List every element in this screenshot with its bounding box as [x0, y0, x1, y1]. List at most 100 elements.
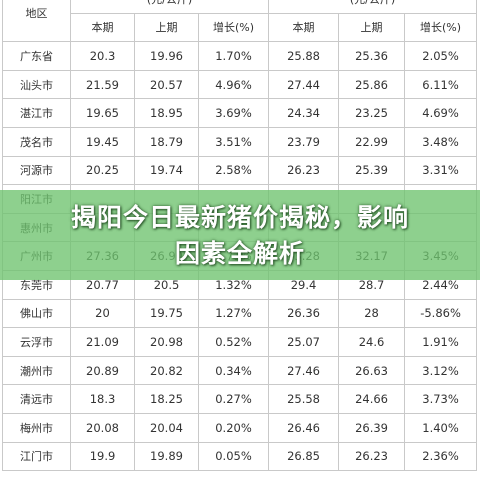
unit-header-left: (元/公斤): [69, 0, 270, 14]
table-cell: 18.79: [134, 126, 199, 157]
table-row: 佛山市 20 19.75 1.27% 26.36 28 -5.86%: [2, 298, 478, 329]
table-cell: 27.44: [268, 69, 340, 100]
table-cell: 26.46: [268, 412, 340, 443]
region-name: 潮州市: [2, 355, 71, 386]
table-cell: 26.36: [268, 298, 340, 329]
header-row-period: 本期 上期 增长(%) 本期 上期 增长(%): [3, 12, 478, 43]
table-cell: 20.25: [70, 155, 135, 186]
table-cell: 21.59: [70, 69, 135, 100]
table-cell: 26.39: [338, 412, 406, 443]
table-row: 梅州市 20.08 20.04 0.20% 26.46 26.39 1.40%: [2, 412, 478, 443]
table-row: 汕头市 21.59 20.57 4.96% 27.44 25.86 6.11%: [2, 69, 478, 100]
table-row: 广东省 20.3 19.96 1.70% 25.88 25.36 2.05%: [2, 41, 478, 71]
table-cell: 18.25: [134, 384, 199, 414]
unit-header-right: (元/公斤): [268, 0, 478, 14]
table-cell: 2.36%: [404, 441, 478, 472]
table-cell: 4.69%: [404, 98, 478, 128]
table-cell: 20.08: [70, 412, 135, 443]
article-title-line-1: 揭阳今日最新猪价揭秘，影响: [70, 203, 409, 232]
table-cell: 1.70%: [197, 41, 270, 71]
region-name: 茂名市: [2, 126, 71, 157]
table-cell: 20.98: [134, 327, 199, 357]
table-cell: 0.27%: [197, 384, 270, 414]
subheader-growth-1: 增长(%): [197, 12, 270, 43]
table-cell: 20: [70, 298, 135, 329]
table-cell: 4.96%: [197, 69, 270, 100]
table-row: 云浮市 21.09 20.98 0.52% 25.07 24.6 1.91%: [2, 327, 478, 357]
table-cell: 23.25: [338, 98, 406, 128]
table-cell: 1.27%: [197, 298, 270, 329]
table-cell: 23.79: [268, 126, 340, 157]
subheader-previous-1: 上期: [134, 12, 199, 43]
header-row-unit: 地区 (元/公斤) (元/公斤): [2, 0, 478, 43]
region-name: 湛江市: [2, 98, 71, 128]
table-cell: 3.69%: [197, 98, 270, 128]
table-cell: -5.86%: [404, 298, 478, 329]
table-cell: 0.05%: [197, 441, 270, 472]
table-row: 清远市 18.3 18.25 0.27% 25.58 24.66 3.73%: [2, 384, 478, 414]
table-cell: 26.85: [268, 441, 340, 472]
article-title-line-2: 因素全解析: [174, 239, 305, 268]
region-name: 河源市: [2, 155, 71, 186]
table-cell: 27.46: [268, 355, 340, 386]
table-row: 茂名市 19.45 18.79 3.51% 23.79 22.99 3.48%: [2, 126, 478, 157]
table-cell: 18.3: [70, 384, 135, 414]
article-title: 揭阳今日最新猪价揭秘，影响 因素全解析: [0, 200, 480, 272]
table-cell: 3.12%: [404, 355, 478, 386]
table-cell: 22.99: [338, 126, 406, 157]
table-cell: 19.65: [70, 98, 135, 128]
table-cell: 6.11%: [404, 69, 478, 100]
table-cell: 25.39: [338, 155, 406, 186]
table-cell: 26.63: [338, 355, 406, 386]
subheader-current-1: 本期: [70, 12, 135, 43]
table-cell: 2.58%: [197, 155, 270, 186]
table-cell: 19.9: [70, 441, 135, 472]
table-cell: 20.82: [134, 355, 199, 386]
table-cell: 18.95: [134, 98, 199, 128]
region-name: 云浮市: [2, 327, 71, 357]
table-cell: 25.86: [338, 69, 406, 100]
price-table: 地区 (元/公斤) (元/公斤) 本期 上期 增长(%) 本期 上期 增长(%)…: [2, 0, 478, 472]
table-cell: 20.04: [134, 412, 199, 443]
subheader-growth-2: 增长(%): [404, 12, 478, 43]
table-cell: 26.23: [268, 155, 340, 186]
table-cell: 25.36: [338, 41, 406, 71]
table-cell: 3.31%: [404, 155, 478, 186]
table-row: 潮州市 20.89 20.82 0.34% 27.46 26.63 3.12%: [2, 355, 478, 386]
table-cell: 0.20%: [197, 412, 270, 443]
table-row: 江门市 19.9 19.89 0.05% 26.85 26.23 2.36%: [2, 441, 478, 472]
table-cell: 1.40%: [404, 412, 478, 443]
region-name: 江门市: [2, 441, 71, 472]
table-cell: 20.57: [134, 69, 199, 100]
table-cell: 3.51%: [197, 126, 270, 157]
region-name: 广东省: [2, 41, 71, 71]
table-cell: 25.58: [268, 384, 340, 414]
table-cell: 2.05%: [404, 41, 478, 71]
region-header: 地区: [2, 0, 71, 43]
table-cell: 0.34%: [197, 355, 270, 386]
title-overlay-band: [0, 190, 480, 280]
region-name: 梅州市: [2, 412, 71, 443]
table-cell: 19.89: [134, 441, 199, 472]
subheader-previous-2: 上期: [338, 12, 406, 43]
table-cell: 24.66: [338, 384, 406, 414]
region-name: 清远市: [2, 384, 71, 414]
table-row: 湛江市 19.65 18.95 3.69% 24.34 23.25 4.69%: [2, 98, 478, 128]
table-cell: 3.48%: [404, 126, 478, 157]
table-cell: 25.07: [268, 327, 340, 357]
table-cell: 20.89: [70, 355, 135, 386]
region-name: 汕头市: [2, 69, 71, 100]
table-cell: 19.74: [134, 155, 199, 186]
table-cell: 26.23: [338, 441, 406, 472]
table-row: 河源市 20.25 19.74 2.58% 26.23 25.39 3.31%: [2, 155, 478, 186]
table-cell: 3.73%: [404, 384, 478, 414]
table-cell: 19.96: [134, 41, 199, 71]
table-cell: 0.52%: [197, 327, 270, 357]
table-cell: 21.09: [70, 327, 135, 357]
region-name: 佛山市: [2, 298, 71, 329]
table-cell: 20.3: [70, 41, 135, 71]
table-cell: 1.91%: [404, 327, 478, 357]
table-cell: 19.75: [134, 298, 199, 329]
table-cell: 25.88: [268, 41, 340, 71]
table-cell: 19.45: [70, 126, 135, 157]
